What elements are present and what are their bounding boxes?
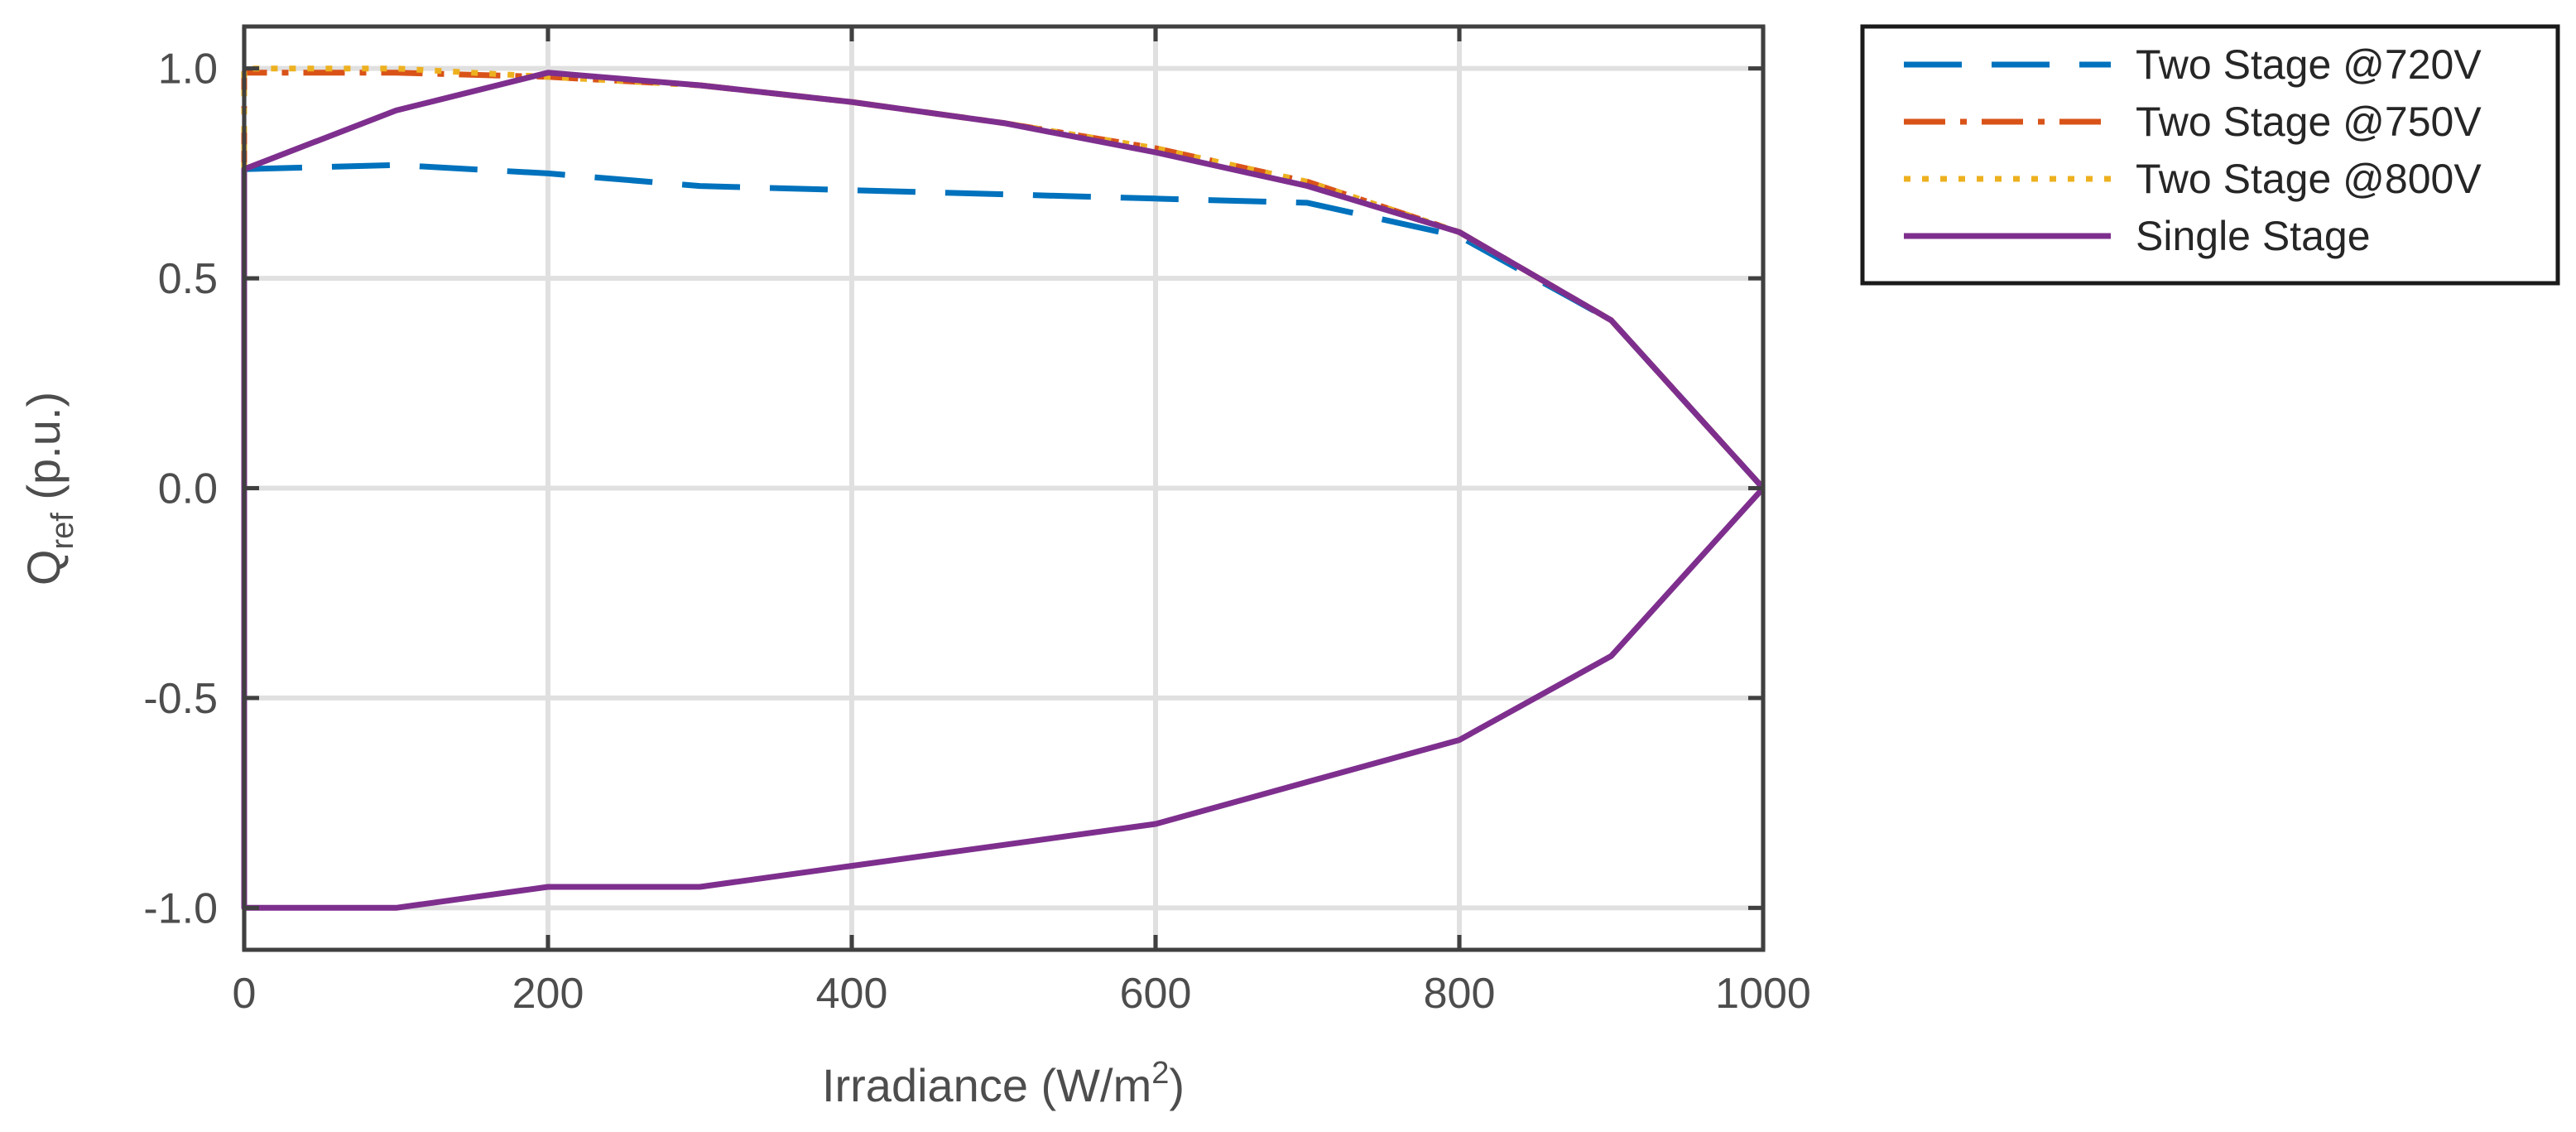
y-tick-label: -0.5 [143, 675, 218, 723]
x-tick-label: 600 [1120, 970, 1192, 1018]
legend-label: Two Stage @720V [2136, 41, 2482, 88]
y-axis-label-tail: (p.u.) [17, 392, 70, 513]
grid-lines [242, 26, 1766, 950]
legend: Two Stage @720V Two Stage @750V Two Stage … [1860, 24, 2560, 286]
y-tick-label: -1.0 [143, 884, 218, 932]
y-axis-label-main: Q [17, 550, 70, 586]
axis-ticks: 0 200 400 600 800 1000 -1.0 -0.5 0.0 0.5 1.0 [143, 26, 1811, 1018]
x-tick-label: 400 [816, 970, 888, 1018]
y-tick-label: 0.5 [158, 255, 218, 303]
x-axis-label-sup: 2 [1151, 1056, 1169, 1091]
x-axis-label: Irradiance (W/m2) [822, 1056, 1185, 1111]
x-tick-label: 1000 [1715, 970, 1811, 1018]
x-axis-label-main: Irradiance (W/m [822, 1059, 1151, 1111]
legend-items: Two Stage @720V Two Stage @750V Two Stage … [1904, 41, 2482, 259]
y-tick-label: 0.0 [158, 465, 218, 513]
y-tick-label: 1.0 [158, 46, 218, 94]
x-axis-label-tail: ) [1169, 1059, 1185, 1111]
x-tick-label: 200 [512, 970, 584, 1018]
legend-label: Two Stage @750V [2136, 99, 2482, 145]
y-axis-label: Qref (p.u.) [17, 392, 80, 585]
x-tick-label: 800 [1424, 970, 1496, 1018]
legend-label: Two Stage @800V [2136, 156, 2482, 202]
legend-label: Single Stage [2136, 213, 2371, 259]
legend-box [1860, 24, 2560, 286]
y-axis-label-sub: ref [46, 513, 80, 550]
series-line-0 [243, 161, 1766, 490]
x-tick-label: 0 [233, 970, 257, 1018]
